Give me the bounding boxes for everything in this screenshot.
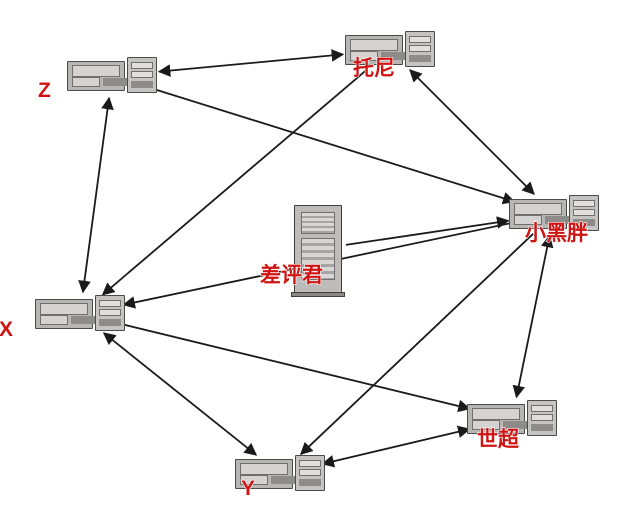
- node-xhp: 小黑胖: [509, 195, 599, 233]
- node-label: 世超: [477, 423, 519, 453]
- node-label: X: [0, 318, 13, 342]
- node-y: Y: [235, 455, 325, 493]
- node-shichao: 世超: [467, 400, 557, 438]
- edge-z-xhp: [152, 88, 515, 201]
- edge-center-xhp: [346, 221, 508, 245]
- node-toni: 托尼: [345, 31, 435, 69]
- network-diagram: Z托尼小黑胖差评君X世超Y: [0, 0, 640, 521]
- edge-x-y: [104, 333, 256, 455]
- edge-x-shichao: [122, 324, 469, 408]
- edge-z-x: [83, 98, 109, 292]
- node-label: Z: [38, 79, 51, 103]
- edge-toni-z: [159, 54, 343, 71]
- desktop-computer-icon: [35, 295, 125, 333]
- node-z: Z: [67, 57, 157, 95]
- edge-y-shichao: [323, 429, 470, 464]
- desktop-computer-icon: [67, 57, 157, 95]
- node-label: 差评君: [260, 259, 323, 289]
- edge-xhp-shichao: [516, 236, 549, 397]
- node-label: 小黑胖: [525, 217, 588, 247]
- edge-toni-xhp: [410, 70, 534, 194]
- node-label: Y: [241, 477, 255, 501]
- node-x: X: [35, 295, 125, 333]
- node-label: 托尼: [353, 52, 395, 82]
- node-center: 差评君: [294, 205, 342, 293]
